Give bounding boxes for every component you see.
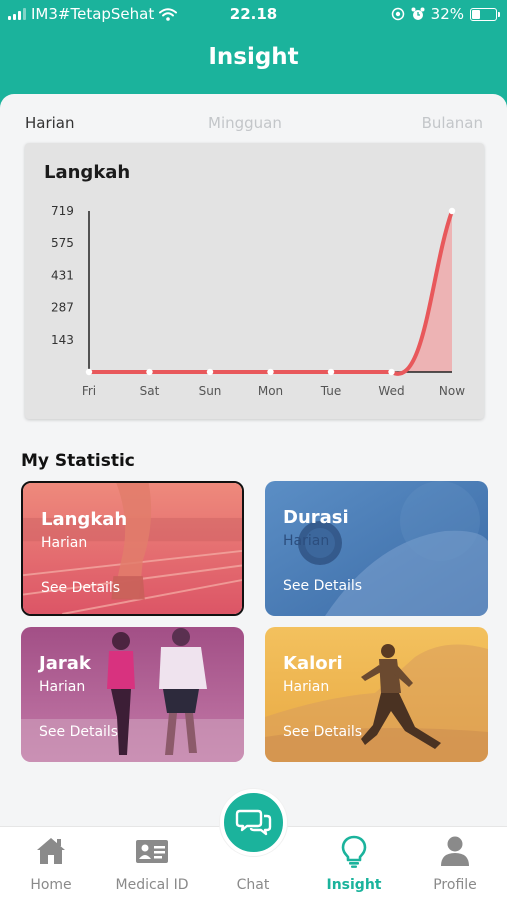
card-title: Jarak — [39, 653, 91, 674]
x-tick-label: Tue — [320, 384, 342, 398]
chart-title: Langkah — [44, 162, 131, 183]
tab-mingguan[interactable]: Mingguan — [208, 114, 282, 132]
card-period: Harian — [39, 679, 86, 695]
see-details-link[interactable]: See Details — [283, 578, 363, 594]
y-tick-label: 719 — [51, 204, 74, 218]
app-header: IM3#TetapSehat 22.18 32% Insight — [0, 0, 507, 112]
card-period: Harian — [283, 679, 330, 695]
chart-area-fill — [89, 211, 452, 374]
nav-label: Profile — [433, 877, 477, 893]
battery-percent: 32% — [430, 5, 464, 23]
lightbulb-icon — [341, 835, 367, 868]
chart-point-sun — [206, 368, 214, 376]
chart-point-tue — [327, 368, 335, 376]
my-statistic-heading: My Statistic — [21, 451, 135, 471]
nav-home[interactable]: Home — [1, 833, 101, 897]
nav-label: Chat — [236, 877, 270, 893]
see-details-link[interactable]: See Details — [283, 724, 363, 740]
carrier-name: IM3#TetapSehat — [31, 5, 155, 23]
battery-icon — [470, 7, 500, 21]
chart-point-mon — [267, 368, 274, 376]
card-title: Langkah — [41, 509, 128, 530]
steps-chart: 143 287 431 575 719 Fri Sat Sun Mon Tue Wed Now — [51, 204, 465, 398]
see-details-link[interactable]: See Details — [39, 724, 119, 740]
card-period: Harian — [283, 533, 330, 549]
y-tick-label: 143 — [51, 333, 74, 347]
steps-chart-card: Langkah 143 287 431 575 719 Fri Sat Sun Mon Tue We… — [25, 143, 484, 419]
period-tabs: Harian Mingguan Bulanan — [25, 114, 483, 136]
nav-label: Home — [30, 877, 72, 893]
wrist-watch-photo — [265, 481, 488, 616]
chart-point-now — [448, 207, 456, 215]
chart-point-wed — [388, 368, 395, 376]
x-tick-label: Sat — [140, 384, 160, 398]
x-tick-label: Now — [439, 384, 465, 398]
chat-button[interactable] — [220, 789, 287, 856]
location-lock-icon — [391, 7, 404, 21]
person-icon — [441, 836, 469, 866]
chart-point-sat — [146, 368, 153, 376]
alarm-icon — [411, 7, 425, 20]
running-track-photo — [23, 483, 242, 614]
desert-runner-photo — [265, 627, 488, 762]
chart-series-line — [87, 209, 454, 376]
langkah-card[interactable]: Langkah Harian See Details — [21, 481, 244, 616]
page-title: Insight — [208, 44, 299, 70]
nav-label: Medical ID — [115, 877, 189, 893]
see-details-link[interactable]: See Details — [41, 580, 121, 596]
nav-label: Insight — [326, 877, 382, 893]
x-tick-label: Mon — [258, 384, 283, 398]
chat-bubbles-icon — [235, 809, 272, 836]
y-tick-label: 287 — [51, 301, 74, 315]
clock: 22.18 — [229, 5, 278, 23]
x-tick-label: Fri — [82, 384, 96, 398]
jarak-card[interactable]: Jarak Harian See Details — [21, 627, 244, 762]
card-title: Durasi — [283, 507, 349, 528]
x-tick-label: Sun — [199, 384, 222, 398]
y-tick-label: 431 — [51, 268, 74, 282]
nav-medical-id[interactable]: Medical ID — [102, 833, 202, 897]
tab-bulanan[interactable]: Bulanan — [421, 114, 483, 132]
signal-icon — [8, 8, 26, 20]
id-card-icon — [136, 840, 168, 863]
home-icon — [37, 838, 65, 864]
x-tick-label: Wed — [378, 384, 404, 398]
durasi-card[interactable]: Durasi Harian See Details — [265, 481, 488, 616]
y-tick-label: 575 — [51, 236, 74, 250]
chart-point-fri — [85, 368, 93, 376]
nav-chat[interactable]: Chat — [203, 833, 303, 897]
card-period: Harian — [41, 535, 88, 551]
nav-insight[interactable]: Insight — [304, 833, 404, 897]
wifi-icon — [159, 7, 178, 21]
card-title: Kalori — [283, 653, 343, 674]
status-bar: IM3#TetapSehat 22.18 32% — [0, 0, 507, 28]
kalori-card[interactable]: Kalori Harian See Details — [265, 627, 488, 762]
runners-photo — [21, 627, 244, 762]
nav-profile[interactable]: Profile — [405, 833, 505, 897]
tab-harian[interactable]: Harian — [25, 114, 75, 132]
